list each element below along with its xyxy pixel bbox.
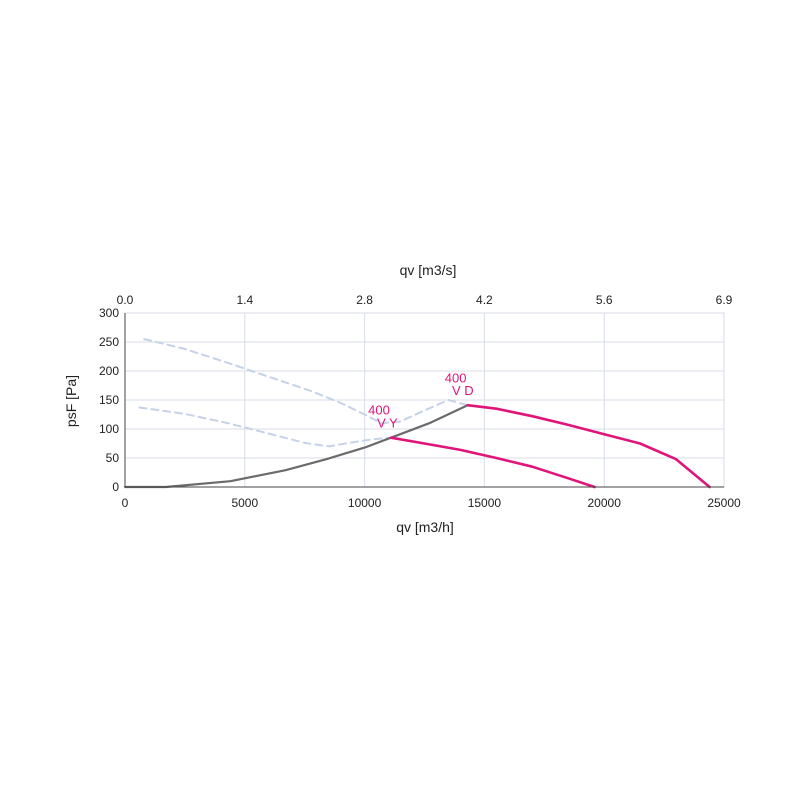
x2-axis-title: qv [m3/s] <box>400 262 457 278</box>
y-tick-label: 250 <box>99 335 119 349</box>
y-tick-label: 150 <box>99 393 119 407</box>
curve-label: 400 <box>445 371 467 386</box>
y-tick-label: 200 <box>99 364 119 378</box>
x-tick-label: 5000 <box>231 496 258 510</box>
fan-curve-Y-line <box>389 436 596 489</box>
y-axis-title: psF [Pa] <box>63 375 79 427</box>
x2-tick-label: 2.8 <box>356 293 373 307</box>
stall-curve-Y-line <box>138 406 392 448</box>
x-tick-label: 25000 <box>707 496 741 510</box>
y-tick-label: 100 <box>99 422 119 436</box>
curve-label: 400 <box>368 403 390 418</box>
x2-tick-label: 0.0 <box>117 293 134 307</box>
fan-curve-D-line <box>466 403 711 489</box>
grid <box>124 312 725 488</box>
x-tick-label: 15000 <box>468 496 502 510</box>
x2-tick-label: 5.6 <box>596 293 613 307</box>
y-tick-label: 50 <box>106 451 120 465</box>
x-axis-title: qv [m3/h] <box>396 519 454 535</box>
x-tick-label: 0 <box>122 496 129 510</box>
x2-tick-label: 6.9 <box>716 293 733 307</box>
x-tick-label: 20000 <box>588 496 622 510</box>
x2-tick-label: 1.4 <box>236 293 253 307</box>
stall-curve-D-line <box>143 338 469 425</box>
curves <box>123 338 711 489</box>
tick-labels: 0 5000 10000 15000 20000 25000 0 50 100 150 200 250… <box>99 293 741 510</box>
x2-tick-label: 4.2 <box>476 293 493 307</box>
system-curve-line <box>123 404 469 489</box>
axes <box>124 312 725 488</box>
y-tick-label: 300 <box>99 306 119 320</box>
curve-label: V Y <box>377 415 398 430</box>
curve-label: V D <box>452 383 474 398</box>
y-tick-label: 0 <box>112 480 119 494</box>
x-tick-label: 10000 <box>348 496 382 510</box>
